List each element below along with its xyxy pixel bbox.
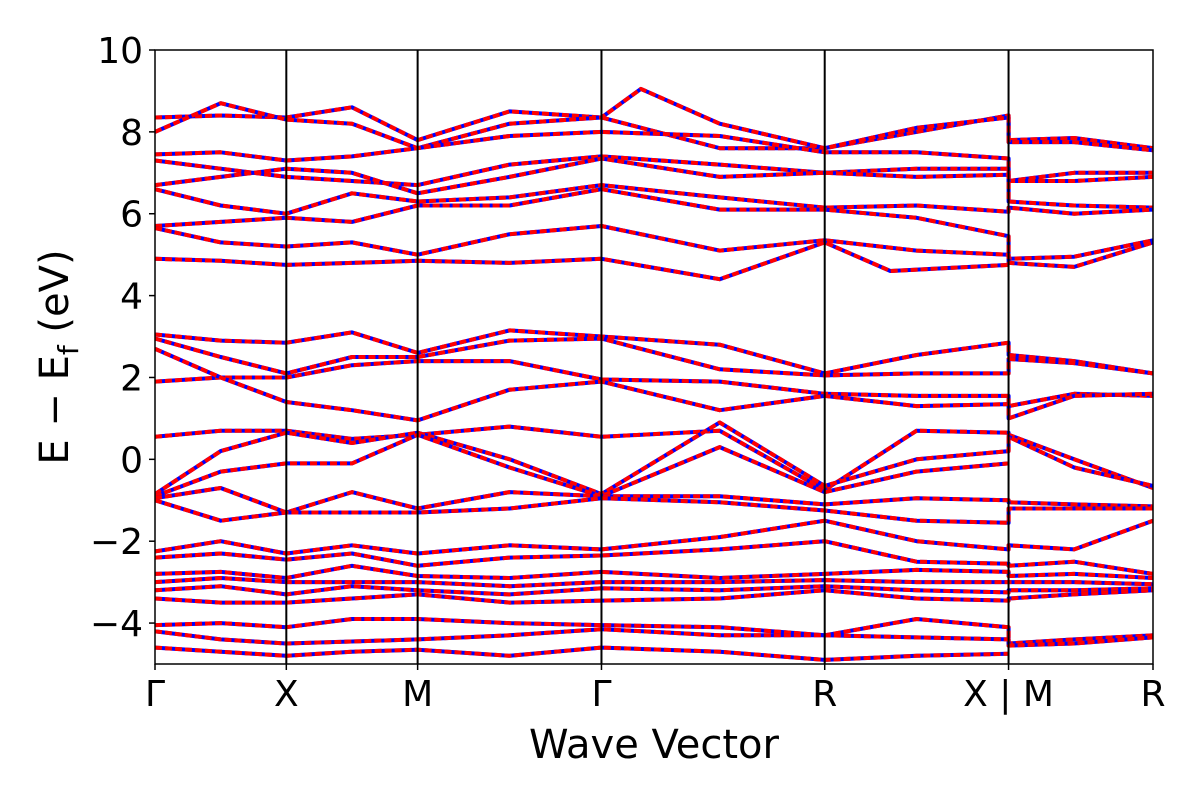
band-3-red-dashed-line xyxy=(155,154,1153,188)
band-21-blue-line xyxy=(155,576,1153,589)
band-lines xyxy=(155,86,1153,662)
x-tick-label-1: X xyxy=(274,674,299,715)
y-tick-label-6: −2 xyxy=(90,522,143,563)
band-7-red-dashed-line xyxy=(155,224,1153,269)
band-18-red-dashed-line xyxy=(155,518,1153,556)
band-8 xyxy=(155,240,1009,282)
y-tick-label-2: 6 xyxy=(120,195,143,236)
y-axis-title-main: E − E xyxy=(32,355,78,465)
y-tick-label-3: 4 xyxy=(120,277,143,318)
x-tick-label-3: Γ xyxy=(591,674,611,715)
y-tick-label-4: 2 xyxy=(120,358,143,399)
band-22-red-dashed-line xyxy=(155,584,1153,597)
x-tick-label-2: M xyxy=(402,674,433,715)
band-21 xyxy=(155,576,1153,589)
y-tick-label-5: 0 xyxy=(120,440,143,481)
band-15-red-dashed-line xyxy=(155,432,1009,499)
x-tick-label-6: R xyxy=(1140,674,1165,715)
y-axis-title-unit: (eV) xyxy=(32,249,78,345)
band-1-red-dashed-line xyxy=(155,86,1153,153)
band-26-red-dashed-line xyxy=(155,645,1009,662)
plot-frame xyxy=(154,49,1154,665)
band-26 xyxy=(155,645,1009,662)
band-9-red-dashed-line xyxy=(155,328,1153,376)
x-axis-title: Wave Vector xyxy=(529,722,780,768)
band-20 xyxy=(155,563,1153,580)
y-tick-label-7: −4 xyxy=(90,604,143,645)
band-19 xyxy=(155,539,1153,576)
y-tick-label-0: 10 xyxy=(97,31,143,72)
band-20-red-dashed-line xyxy=(155,563,1153,580)
band-25 xyxy=(155,627,1153,648)
band-15 xyxy=(155,432,1009,499)
band-22 xyxy=(155,584,1153,597)
band-1 xyxy=(155,86,1153,153)
band-6-red-dashed-line xyxy=(155,187,1153,261)
band-7 xyxy=(155,224,1153,269)
band-10-red-dashed-line xyxy=(155,336,1153,378)
y-axis-ticks: 10 8 6 4 2 0 −2 −4 xyxy=(90,31,155,645)
band-12-blue-line xyxy=(155,346,1153,423)
band-6 xyxy=(155,187,1153,261)
y-axis-title-subscript: f xyxy=(52,344,85,355)
x-tick-label-0: Γ xyxy=(145,674,165,715)
band-12-red-dashed-line xyxy=(155,346,1153,423)
band-0-red-dashed-line xyxy=(155,105,1153,151)
y-tick-label-1: 8 xyxy=(120,113,143,154)
high-symmetry-lines xyxy=(285,50,1010,664)
y-axis-title: E − Ef (eV) xyxy=(32,249,85,464)
band-18 xyxy=(155,518,1153,556)
x-tick-label-5: X | M xyxy=(963,674,1054,715)
x-tick-label-4: R xyxy=(812,674,837,715)
x-axis-ticks: Γ X M Γ R X | M R xyxy=(145,664,1166,715)
band-12 xyxy=(155,346,1153,423)
band-0 xyxy=(155,105,1153,151)
band-8-red-dashed-line xyxy=(155,240,1009,282)
band-19-red-dashed-line xyxy=(155,539,1153,576)
